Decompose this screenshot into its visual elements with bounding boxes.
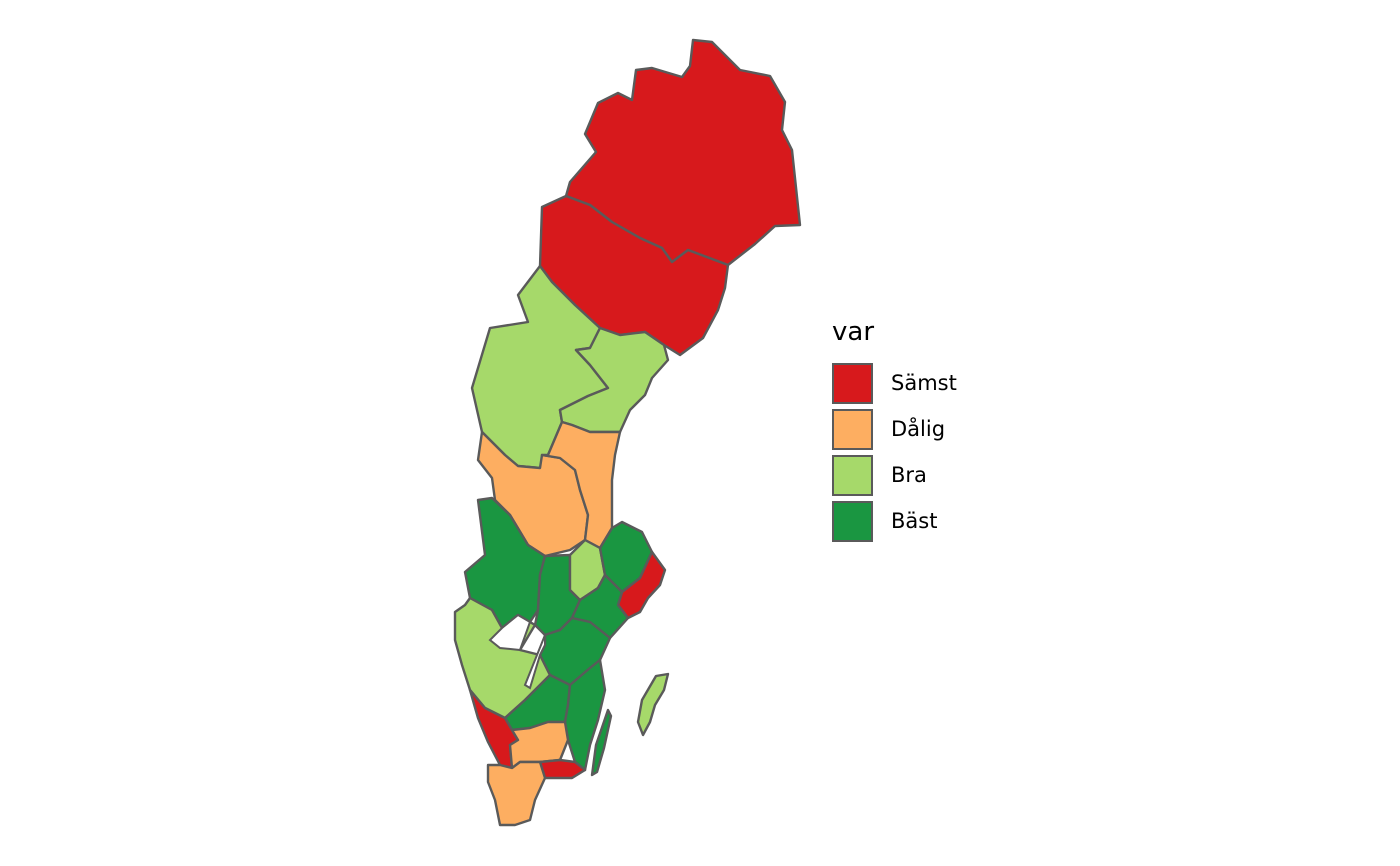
legend: var Sämst Dålig Bra Bäst bbox=[832, 316, 957, 544]
legend-label-bra: Bra bbox=[891, 463, 927, 487]
legend-item-samst: Sämst bbox=[832, 360, 957, 406]
legend-label-dalig: Dålig bbox=[891, 417, 946, 441]
legend-swatch-bra bbox=[832, 454, 873, 496]
legend-item-dalig: Dålig bbox=[832, 406, 957, 452]
legend-item-bast: Bäst bbox=[832, 498, 957, 544]
legend-title: var bbox=[832, 317, 875, 347]
legend-swatch-samst bbox=[832, 362, 873, 404]
region-kalmar[interactable] bbox=[563, 658, 607, 772]
region-gotland[interactable] bbox=[636, 672, 670, 737]
legend-label-samst: Sämst bbox=[891, 371, 957, 395]
legend-label-bast: Bäst bbox=[891, 509, 938, 533]
legend-swatch-dalig bbox=[832, 408, 873, 450]
legend-swatch-bast bbox=[832, 500, 873, 542]
region-skane[interactable] bbox=[486, 760, 547, 827]
legend-item-bra: Bra bbox=[832, 452, 957, 498]
region-oland[interactable] bbox=[590, 708, 613, 777]
lake-vanern bbox=[488, 613, 532, 652]
lake-vattern bbox=[523, 634, 546, 690]
